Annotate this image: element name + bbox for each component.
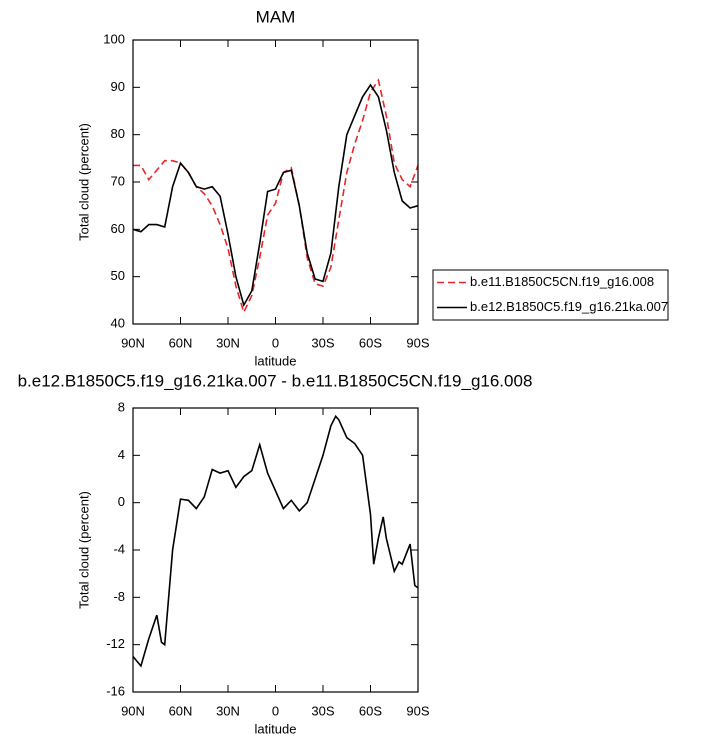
y-tick-label: 100	[103, 31, 125, 46]
legend-box	[432, 269, 669, 321]
y-tick-label: 70	[111, 173, 125, 188]
x-tick-label: 60S	[359, 703, 382, 718]
y-tick-label: -4	[113, 541, 125, 556]
y-tick-label: 4	[118, 447, 125, 462]
y-tick-label: 40	[111, 315, 125, 330]
plot-frame	[132, 39, 419, 325]
legend-label: b.e12.B1850C5.f19_g16.21ka.007	[470, 299, 668, 314]
x-tick-label: 0	[272, 335, 279, 350]
legend-label: b.e11.B1850C5CN.f19_g16.008	[470, 274, 654, 289]
data-line	[132, 83, 419, 308]
chart-title: b.e12.B1850C5.f19_g16.21ka.007 - b.e11.B…	[18, 371, 533, 390]
chart-title: MAM	[256, 7, 296, 26]
y-tick-label: 90	[111, 79, 125, 94]
y-tick-label: 8	[118, 399, 125, 414]
x-axis-label: latitude	[255, 353, 297, 368]
x-tick-label: 30N	[216, 335, 240, 350]
data-line	[133, 78, 419, 315]
data-line	[132, 414, 419, 668]
y-tick-label: 0	[118, 494, 125, 509]
y-axis-label: Total cloud (percent)	[76, 491, 91, 609]
x-tick-label: 30N	[216, 703, 240, 718]
x-tick-label: 90S	[406, 703, 429, 718]
x-tick-label: 60N	[169, 335, 193, 350]
y-tick-label: -12	[106, 636, 125, 651]
y-axis-label: Total cloud (percent)	[76, 123, 91, 241]
y-tick-label: 60	[111, 221, 125, 236]
x-tick-label: 90S	[406, 335, 429, 350]
y-tick-label: -16	[106, 683, 125, 698]
x-tick-label: 30S	[311, 703, 334, 718]
x-tick-label: 30S	[311, 335, 334, 350]
x-tick-label: 0	[272, 703, 279, 718]
y-tick-label: -8	[113, 589, 125, 604]
x-tick-label: 60N	[169, 703, 193, 718]
y-tick-label: 80	[111, 126, 125, 141]
x-axis-label: latitude	[255, 721, 297, 736]
y-tick-label: 50	[111, 268, 125, 283]
x-tick-label: 90N	[121, 703, 145, 718]
x-tick-label: 90N	[121, 335, 145, 350]
plot-frame	[132, 407, 419, 693]
x-tick-label: 60S	[359, 335, 382, 350]
